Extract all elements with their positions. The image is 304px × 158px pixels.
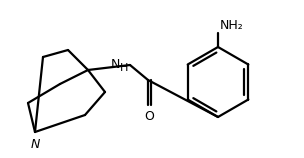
Text: N: N [30,138,40,151]
Text: O: O [144,110,154,123]
Text: N: N [111,58,120,72]
Text: H: H [120,63,128,73]
Text: NH₂: NH₂ [220,19,244,32]
